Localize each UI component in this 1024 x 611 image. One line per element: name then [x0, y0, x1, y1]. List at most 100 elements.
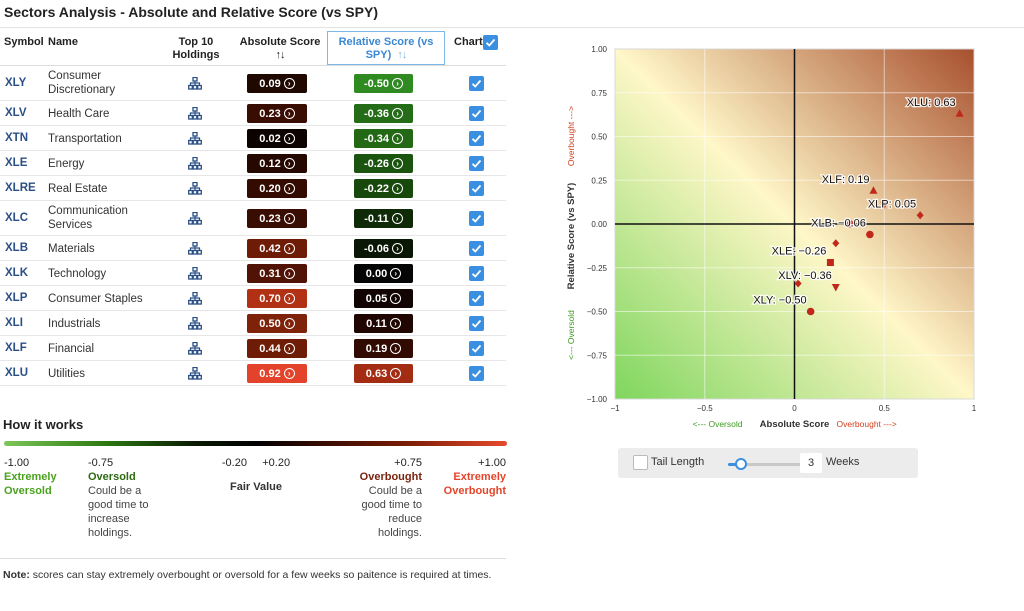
chart-checkbox[interactable]	[469, 341, 484, 356]
symbol-cell[interactable]: XLI	[5, 316, 23, 329]
data-points	[794, 109, 964, 316]
absolute-score-badge[interactable]: 0.09 ›	[247, 74, 307, 93]
chart-checkbox[interactable]	[469, 156, 484, 171]
header-relative-line1: Relative Score (vs	[338, 36, 434, 48]
relative-score-badge[interactable]: -0.06 ›	[354, 239, 413, 258]
holdings-icon[interactable]	[188, 341, 202, 356]
relative-score-badge[interactable]: -0.36 ›	[354, 104, 413, 123]
chevron-right-icon: ›	[283, 133, 295, 144]
chevron-right-icon: ›	[390, 293, 402, 304]
absolute-score-value: 0.23	[259, 212, 281, 225]
chart-checkbox[interactable]	[469, 266, 484, 281]
tail-slider-handle[interactable]	[734, 458, 747, 470]
holdings-icon[interactable]	[188, 366, 202, 381]
symbol-cell[interactable]: XLB	[5, 241, 28, 254]
sort-icon[interactable]: ↑↓	[275, 49, 286, 61]
legend-desc-3: increase	[88, 513, 130, 525]
tail-length-checkbox[interactable]	[633, 455, 648, 470]
symbol-cell[interactable]: XLU	[5, 366, 28, 379]
relative-score-badge[interactable]: -0.22 ›	[354, 179, 413, 198]
x-tick-label: 1	[972, 404, 977, 413]
header-relative-score[interactable]: Relative Score (vs SPY) ↑↓	[327, 31, 445, 65]
absolute-score-badge[interactable]: 0.42 ›	[247, 239, 307, 258]
absolute-score-badge[interactable]: 0.20 ›	[247, 179, 307, 198]
symbol-cell[interactable]: XLV	[5, 106, 27, 119]
chart-checkbox[interactable]	[469, 366, 484, 381]
chart-checkbox[interactable]	[469, 131, 484, 146]
holdings-icon[interactable]	[188, 181, 202, 196]
absolute-score-badge[interactable]: 0.92 ›	[247, 364, 307, 383]
y-tick-label: −1.00	[587, 395, 608, 404]
header-absolute-score[interactable]: Absolute Score ↑↓	[238, 36, 322, 62]
relative-score-badge[interactable]: 0.19 ›	[354, 339, 413, 358]
relative-score-badge[interactable]: 0.63 ›	[354, 364, 413, 383]
header-symbol[interactable]: Symbol	[4, 36, 44, 48]
chevron-right-icon: ›	[392, 183, 404, 194]
holdings-icon[interactable]	[188, 156, 202, 171]
symbol-cell[interactable]: XLK	[5, 266, 28, 279]
x-axis-title: Absolute Score	[760, 419, 830, 430]
symbol-cell[interactable]: XTN	[5, 131, 28, 144]
holdings-icon[interactable]	[188, 241, 202, 256]
absolute-score-badge[interactable]: 0.70 ›	[247, 289, 307, 308]
symbol-cell[interactable]: XLF	[5, 341, 27, 354]
holdings-icon[interactable]	[188, 131, 202, 146]
table-row: XLY Consumer Discretionary 0.09 › -0.50 ›	[0, 66, 506, 101]
check-icon	[471, 159, 482, 168]
chevron-right-icon: ›	[283, 368, 295, 379]
chart-checkbox[interactable]	[469, 211, 484, 226]
legend-desc-4: holdings.	[377, 527, 422, 539]
tail-slider-track[interactable]	[728, 463, 808, 466]
chart-all-checkbox[interactable]	[483, 35, 498, 50]
weeks-label: Weeks	[826, 456, 860, 468]
chevron-right-icon: ›	[392, 243, 404, 254]
absolute-score-badge[interactable]: 0.23 ›	[247, 104, 307, 123]
holdings-icon[interactable]	[188, 106, 202, 121]
holdings-icon[interactable]	[188, 76, 202, 91]
y-tick-label: −0.25	[587, 264, 608, 273]
chart-checkbox[interactable]	[469, 241, 484, 256]
absolute-score-value: 0.20	[259, 182, 281, 195]
holdings-icon[interactable]	[188, 266, 202, 281]
absolute-score-badge[interactable]: 0.02 ›	[247, 129, 307, 148]
absolute-score-badge[interactable]: 0.23 ›	[247, 209, 307, 228]
check-icon	[471, 214, 482, 223]
chart-checkbox[interactable]	[469, 291, 484, 306]
relative-score-badge[interactable]: -0.26 ›	[354, 154, 413, 173]
symbol-cell[interactable]: XLC	[5, 211, 28, 224]
chart-checkbox[interactable]	[469, 106, 484, 121]
tail-slider-fill	[728, 463, 738, 466]
symbol-cell[interactable]: XLY	[5, 76, 27, 89]
point-xly	[806, 307, 815, 316]
legend-extremely-oversold: -1.00 Extremely Oversold	[4, 456, 57, 498]
chart-checkbox[interactable]	[469, 76, 484, 91]
check-icon	[471, 79, 482, 88]
symbol-cell[interactable]: XLRE	[5, 181, 36, 194]
x-tick-label: −1	[610, 404, 620, 413]
holdings-icon[interactable]	[188, 211, 202, 226]
relative-score-badge[interactable]: 0.05 ›	[354, 289, 413, 308]
relative-score-badge[interactable]: -0.50 ›	[354, 74, 413, 93]
absolute-score-badge[interactable]: 0.12 ›	[247, 154, 307, 173]
header-name[interactable]: Name	[48, 36, 78, 48]
symbol-cell[interactable]: XLP	[5, 291, 28, 304]
relative-score-badge[interactable]: 0.11 ›	[354, 314, 413, 333]
weeks-input[interactable]: 3	[800, 453, 822, 473]
absolute-score-badge[interactable]: 0.50 ›	[247, 314, 307, 333]
relative-score-badge[interactable]: -0.11 ›	[354, 209, 413, 228]
absolute-score-badge[interactable]: 0.31 ›	[247, 264, 307, 283]
holdings-icon[interactable]	[188, 291, 202, 306]
sort-active-icon[interactable]: ↑↓	[397, 49, 407, 61]
chevron-right-icon: ›	[283, 268, 295, 279]
legend-value: +1.00	[478, 457, 506, 469]
chart-checkbox[interactable]	[469, 181, 484, 196]
x-axis-left-hint: <--- Oversold	[693, 419, 743, 429]
header-absolute-label: Absolute Score	[239, 36, 321, 48]
holdings-icon[interactable]	[188, 316, 202, 331]
point-xlu	[955, 109, 964, 117]
relative-score-badge[interactable]: 0.00 ›	[354, 264, 413, 283]
chart-checkbox[interactable]	[469, 316, 484, 331]
absolute-score-badge[interactable]: 0.44 ›	[247, 339, 307, 358]
relative-score-badge[interactable]: -0.34 ›	[354, 129, 413, 148]
symbol-cell[interactable]: XLE	[5, 156, 28, 169]
